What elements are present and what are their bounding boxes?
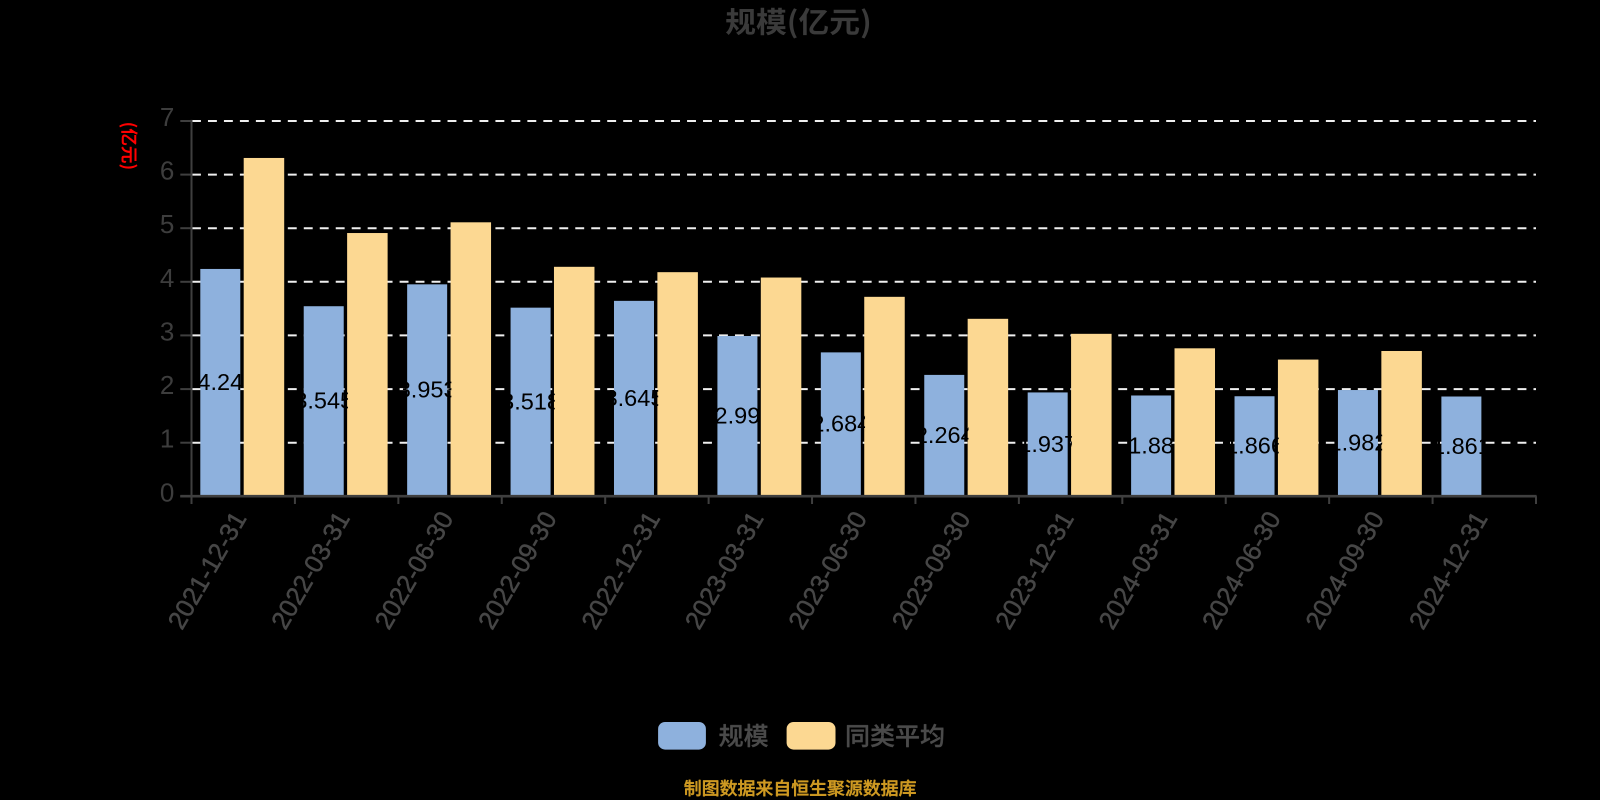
svg-text:4.24: 4.24: [197, 369, 243, 395]
svg-text:3.545: 3.545: [294, 388, 353, 414]
svg-text:3.645: 3.645: [605, 385, 664, 411]
svg-text:5: 5: [160, 209, 174, 239]
svg-text:4: 4: [160, 263, 174, 293]
svg-text:2.264: 2.264: [915, 422, 974, 448]
svg-text:0: 0: [160, 477, 174, 507]
svg-text:1: 1: [160, 424, 174, 454]
svg-text:1.861: 1.861: [1432, 433, 1491, 459]
svg-text:2.684: 2.684: [811, 411, 870, 437]
svg-text:1.88: 1.88: [1128, 432, 1174, 458]
svg-text:1.866: 1.866: [1225, 433, 1284, 459]
svg-text:3.953: 3.953: [398, 377, 457, 403]
svg-text:7: 7: [160, 102, 174, 132]
svg-text:3: 3: [160, 316, 174, 346]
svg-text:1.937: 1.937: [1018, 431, 1077, 457]
svg-text:2.99: 2.99: [715, 403, 761, 429]
svg-text:6: 6: [160, 156, 174, 186]
svg-text:3.518: 3.518: [501, 388, 560, 414]
svg-text:1.982: 1.982: [1329, 430, 1388, 456]
svg-text:2: 2: [160, 370, 174, 400]
